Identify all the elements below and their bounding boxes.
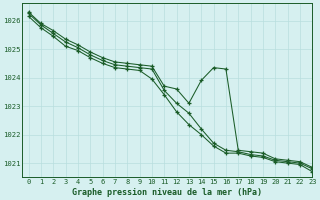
X-axis label: Graphe pression niveau de la mer (hPa): Graphe pression niveau de la mer (hPa)	[72, 188, 262, 197]
